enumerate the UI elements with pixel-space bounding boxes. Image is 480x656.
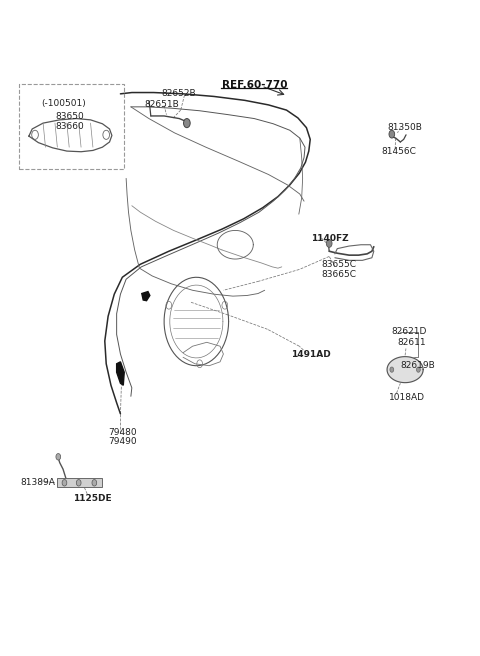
Text: 81389A: 81389A xyxy=(21,478,56,487)
Text: 79480: 79480 xyxy=(108,428,137,437)
Text: 82621D: 82621D xyxy=(392,327,427,337)
Text: 83660: 83660 xyxy=(55,122,84,131)
Text: 83665C: 83665C xyxy=(322,270,357,279)
Circle shape xyxy=(389,131,395,138)
Text: 1491AD: 1491AD xyxy=(291,350,331,359)
Circle shape xyxy=(76,480,81,486)
Circle shape xyxy=(390,367,394,372)
Polygon shape xyxy=(142,291,150,300)
Text: 79490: 79490 xyxy=(108,438,137,446)
Text: 83650: 83650 xyxy=(55,112,84,121)
Text: 1018AD: 1018AD xyxy=(389,393,425,402)
Circle shape xyxy=(417,367,420,372)
Text: 82651B: 82651B xyxy=(144,100,179,110)
Text: 83655C: 83655C xyxy=(322,260,357,269)
Circle shape xyxy=(92,480,96,486)
Polygon shape xyxy=(57,478,102,487)
Text: 1140FZ: 1140FZ xyxy=(311,234,349,243)
Text: 82652B: 82652B xyxy=(162,89,196,98)
Polygon shape xyxy=(117,362,124,385)
Circle shape xyxy=(326,239,332,247)
Text: 1125DE: 1125DE xyxy=(73,494,112,503)
Circle shape xyxy=(56,453,60,460)
Text: 82611: 82611 xyxy=(397,338,426,347)
Text: (-100501): (-100501) xyxy=(42,99,86,108)
Polygon shape xyxy=(387,357,423,382)
Text: 82619B: 82619B xyxy=(400,361,435,369)
Circle shape xyxy=(183,119,190,128)
Circle shape xyxy=(62,480,67,486)
Text: REF.60-770: REF.60-770 xyxy=(222,80,288,90)
Text: 81350B: 81350B xyxy=(387,123,422,132)
Text: 81456C: 81456C xyxy=(381,146,416,155)
